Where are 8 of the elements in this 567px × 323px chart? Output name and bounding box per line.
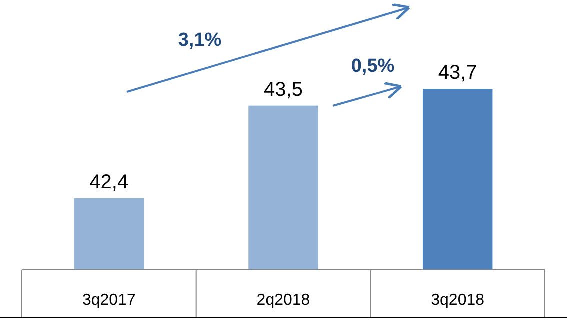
data-label: 43,5 bbox=[264, 78, 303, 101]
text: 0,5% bbox=[351, 56, 395, 77]
data-label: 42,4 bbox=[90, 171, 129, 194]
x-tick-label: 3q2018 bbox=[431, 292, 485, 309]
x-tick-label: 3q2017 bbox=[82, 292, 136, 309]
data-label: 43,7 bbox=[438, 62, 478, 84]
x-tick-label: 2q2018 bbox=[256, 292, 310, 309]
text: 3,1% bbox=[178, 30, 222, 51]
